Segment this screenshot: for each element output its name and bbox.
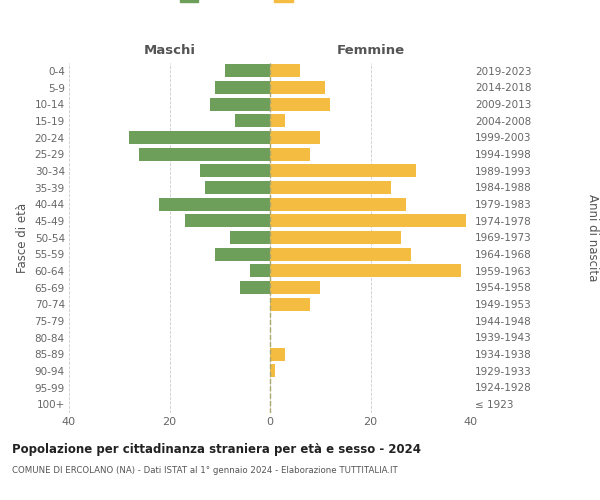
Text: Anni di nascita: Anni di nascita [586,194,599,281]
Bar [270,148,310,160]
Bar [270,98,331,110]
Bar [270,264,461,278]
Legend: Stranieri, Straniere: Stranieri, Straniere [175,0,365,8]
Bar [270,214,466,228]
Bar [130,131,270,144]
Bar [205,181,270,194]
Bar [270,298,310,310]
Text: Femmine: Femmine [337,44,404,58]
Bar [270,164,416,177]
Bar [270,248,411,260]
Text: COMUNE DI ERCOLANO (NA) - Dati ISTAT al 1° gennaio 2024 - Elaborazione TUTTITALI: COMUNE DI ERCOLANO (NA) - Dati ISTAT al … [12,466,398,475]
Bar [270,181,391,194]
Y-axis label: Fasce di età: Fasce di età [16,202,29,272]
Text: Popolazione per cittadinanza straniera per età e sesso - 2024: Popolazione per cittadinanza straniera p… [12,442,421,456]
Text: Maschi: Maschi [143,44,196,58]
Bar [270,64,300,78]
Bar [139,148,270,160]
Bar [270,198,406,210]
Bar [185,214,270,228]
Bar [270,281,320,294]
Bar [200,164,270,177]
Bar [215,248,270,260]
Bar [270,348,285,360]
Bar [270,364,275,378]
Bar [235,114,270,128]
Bar [270,114,285,128]
Bar [230,231,270,244]
Bar [225,64,270,78]
Bar [240,281,270,294]
Bar [210,98,270,110]
Bar [270,81,325,94]
Bar [250,264,270,278]
Bar [160,198,270,210]
Bar [270,231,401,244]
Bar [270,131,320,144]
Bar [215,81,270,94]
